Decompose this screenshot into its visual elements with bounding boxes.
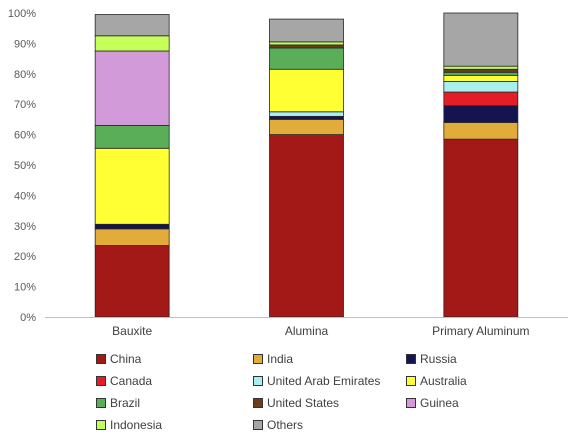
bar-segment-australia <box>94 147 170 225</box>
bars <box>94 12 519 318</box>
legend-item: China <box>96 350 141 368</box>
legend-swatch <box>406 398 416 408</box>
bar-segment-india <box>443 122 519 140</box>
legend-label: United Arab Emirates <box>267 374 381 388</box>
stacked-bar-chart: 0% 10% 20% 30% 40% 50% 60% 70% 80% 90% 100% Bauxit… <box>8 8 568 338</box>
legend-label: Guinea <box>420 396 459 410</box>
bar-segment-indonesia <box>443 65 519 70</box>
bar-segment-guinea <box>94 50 170 126</box>
x-tick-label: Alumina <box>285 324 329 338</box>
bar-segment-brazil <box>269 47 344 70</box>
y-tick-label: 70% <box>14 99 36 111</box>
bar-segment-others <box>443 12 519 67</box>
legend-label: China <box>110 352 142 366</box>
bar-segment-united-arab-emirates <box>443 81 519 93</box>
legend-swatch <box>253 420 263 430</box>
y-tick-label: 40% <box>14 190 36 202</box>
bar-segment-china <box>269 134 344 318</box>
legend-swatch <box>406 354 416 364</box>
bar-segment-china <box>443 138 519 318</box>
y-tick-label: 50% <box>14 160 36 172</box>
legend-item: Guinea <box>406 394 459 412</box>
legend-label: Canada <box>110 374 153 388</box>
y-tick-label: 30% <box>14 221 36 233</box>
x-tick-label: Primary Aluminum <box>432 324 529 338</box>
bar-segment-indonesia <box>94 35 170 52</box>
bar-segment-united-states <box>443 68 519 73</box>
bar-segment-brazil <box>94 125 170 149</box>
x-tick-label: Bauxite <box>112 324 152 338</box>
y-tick-label: 80% <box>14 69 36 81</box>
y-tick-label: 100% <box>8 8 36 20</box>
y-axis: 0% 10% 20% 30% 40% 50% 60% 70% 80% 90% 100% <box>8 8 36 324</box>
legend-label: Brazil <box>110 396 141 410</box>
legend-item: Brazil <box>96 394 140 412</box>
bar-segment-india <box>94 228 170 246</box>
legend-item: Canada <box>96 372 152 390</box>
legend-label: Australia <box>420 374 467 388</box>
legend-swatch <box>406 376 416 386</box>
bar-segment-canada <box>443 91 519 107</box>
legend-item: Indonesia <box>96 416 162 434</box>
bar-segment-indonesia <box>269 41 344 46</box>
legend-item: United Arab Emirates <box>253 372 380 390</box>
bar-segment-others <box>94 14 170 37</box>
legend-label: United States <box>267 396 340 410</box>
y-tick-label: 90% <box>14 38 36 50</box>
x-axis: Bauxite Alumina Primary Aluminum <box>45 317 568 338</box>
legend-swatch <box>96 354 106 364</box>
y-tick-label: 0% <box>20 312 36 324</box>
legend-item: Others <box>253 416 303 434</box>
bar-segment-china <box>94 245 170 318</box>
y-tick-label: 20% <box>14 251 36 263</box>
legend-swatch <box>96 376 106 386</box>
legend-swatch <box>253 398 263 408</box>
y-tick-label: 10% <box>14 282 36 294</box>
y-tick-label: 60% <box>14 130 36 142</box>
bar-segment-russia <box>443 105 519 123</box>
legend-label: Indonesia <box>110 418 163 432</box>
bar-segment-russia <box>94 223 170 230</box>
bar-segment-russia <box>269 115 344 120</box>
legend-item: India <box>253 350 293 368</box>
legend-item: Russia <box>406 350 457 368</box>
legend-label: India <box>267 352 294 366</box>
legend-swatch <box>253 376 263 386</box>
legend-swatch <box>96 420 106 430</box>
bar-segment-others <box>269 18 344 43</box>
bar-segment-united-states <box>269 44 344 49</box>
bar-segment-united-arab-emirates <box>269 111 344 117</box>
bar-segment-brazil <box>443 71 519 76</box>
legend-item: United States <box>253 394 339 412</box>
legend-swatch <box>96 398 106 408</box>
legend-swatch <box>253 354 263 364</box>
bar-segment-australia <box>443 74 519 82</box>
legend-label: Russia <box>420 352 457 366</box>
legend-item: Australia <box>406 372 467 390</box>
bar-segment-australia <box>269 68 344 113</box>
legend-label: Others <box>267 418 304 432</box>
bar-segment-india <box>269 119 344 136</box>
